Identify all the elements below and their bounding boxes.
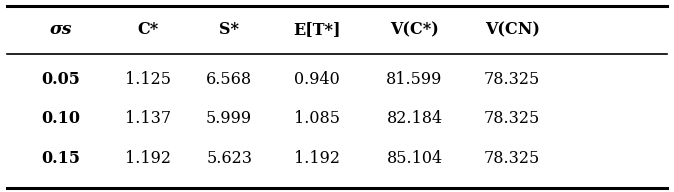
Text: 0.10: 0.10 [41, 110, 80, 127]
Text: 1.125: 1.125 [125, 71, 171, 88]
Text: 85.104: 85.104 [386, 150, 443, 167]
Text: 0.15: 0.15 [41, 150, 80, 167]
Text: S*: S* [219, 21, 239, 38]
Text: 78.325: 78.325 [484, 71, 541, 88]
Text: 81.599: 81.599 [386, 71, 443, 88]
Text: 0.940: 0.940 [294, 71, 340, 88]
Text: 5.999: 5.999 [206, 110, 252, 127]
Text: C*: C* [137, 21, 159, 38]
Text: E[T*]: E[T*] [293, 21, 340, 38]
Text: 78.325: 78.325 [484, 110, 541, 127]
Text: 1.137: 1.137 [125, 110, 171, 127]
Text: V(C*): V(C*) [390, 21, 439, 38]
Text: 0.05: 0.05 [41, 71, 80, 88]
Text: σs: σs [49, 21, 72, 38]
Text: 1.085: 1.085 [294, 110, 340, 127]
Text: 82.184: 82.184 [386, 110, 443, 127]
Text: 78.325: 78.325 [484, 150, 541, 167]
Text: V(CN): V(CN) [485, 21, 540, 38]
Text: 6.568: 6.568 [206, 71, 252, 88]
Text: 1.192: 1.192 [294, 150, 340, 167]
Text: 5.623: 5.623 [206, 150, 252, 167]
Text: 1.192: 1.192 [125, 150, 171, 167]
